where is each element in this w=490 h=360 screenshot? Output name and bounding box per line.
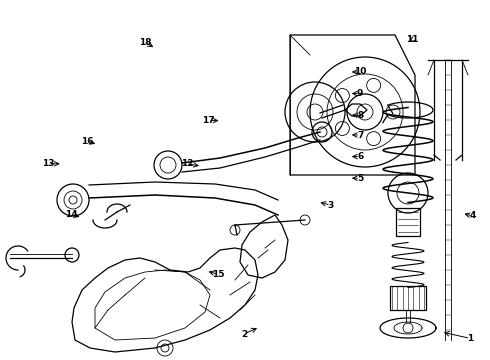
Text: 13: 13 xyxy=(42,159,54,168)
Text: 6: 6 xyxy=(357,152,363,161)
Text: 2: 2 xyxy=(241,330,247,338)
Text: 12: 12 xyxy=(181,159,194,168)
Text: 15: 15 xyxy=(212,270,224,279)
Text: 16: 16 xyxy=(81,136,94,145)
Text: 4: 4 xyxy=(469,211,476,220)
Text: 5: 5 xyxy=(357,174,363,183)
Text: 8: 8 xyxy=(357,111,363,120)
Text: 14: 14 xyxy=(65,210,77,219)
Text: 1: 1 xyxy=(467,334,473,343)
Bar xyxy=(390,286,426,310)
Text: 11: 11 xyxy=(406,35,419,44)
Text: 9: 9 xyxy=(357,89,364,98)
Bar xyxy=(396,208,420,236)
Text: 18: 18 xyxy=(139,38,152,47)
Text: 3: 3 xyxy=(328,201,334,210)
Text: 17: 17 xyxy=(202,116,215,125)
Text: 7: 7 xyxy=(357,130,364,139)
Text: 10: 10 xyxy=(354,68,367,77)
